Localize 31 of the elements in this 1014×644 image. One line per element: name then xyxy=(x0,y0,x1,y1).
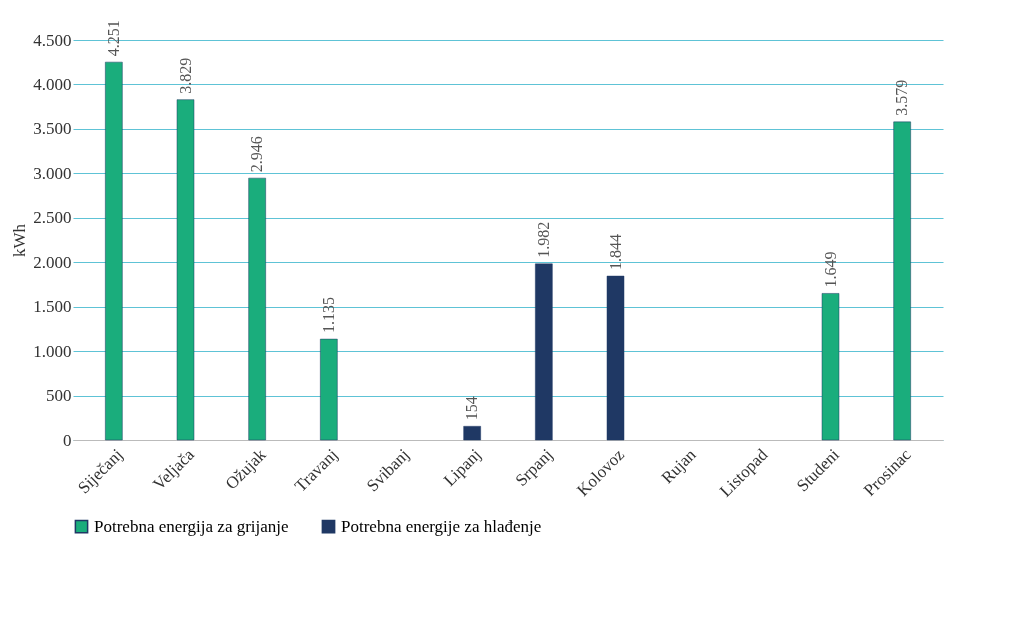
y-tick-label: 1.000 xyxy=(33,341,72,361)
bar xyxy=(893,121,911,441)
y-tick-label: 2.000 xyxy=(33,252,72,272)
legend-label: Potrebna energija za grijanje xyxy=(94,516,289,536)
data-label: 3.579 xyxy=(893,79,911,116)
bar xyxy=(463,426,481,441)
bar xyxy=(176,99,195,441)
data-label: 1.135 xyxy=(319,297,337,334)
bar xyxy=(248,177,266,441)
data-label: 154 xyxy=(463,396,481,421)
data-label: 3.829 xyxy=(176,57,194,94)
y-tick-label: 500 xyxy=(46,386,72,406)
y-tick-label: 2.500 xyxy=(33,208,72,228)
y-tick-label: 0 xyxy=(63,430,72,450)
y-tick-label: 3.000 xyxy=(33,163,72,183)
legend-label: Potrebna energije za hlađenje xyxy=(341,516,542,536)
bar xyxy=(606,275,625,441)
data-label: 2.946 xyxy=(248,136,266,173)
data-label: 4.251 xyxy=(104,20,122,57)
y-tick-label: 1.500 xyxy=(33,297,72,317)
bar xyxy=(105,61,123,441)
data-label: 1.649 xyxy=(821,251,839,288)
data-label: 1.844 xyxy=(606,234,624,271)
y-tick-label: 4.000 xyxy=(33,74,72,94)
y-axis-title: kWh xyxy=(10,223,30,258)
data-label: 1.982 xyxy=(534,221,552,258)
y-tick-label: 3.500 xyxy=(33,119,72,139)
bar xyxy=(535,263,553,441)
bar xyxy=(821,293,840,441)
y-tick-label: 4.500 xyxy=(33,30,72,50)
bar xyxy=(320,338,338,441)
